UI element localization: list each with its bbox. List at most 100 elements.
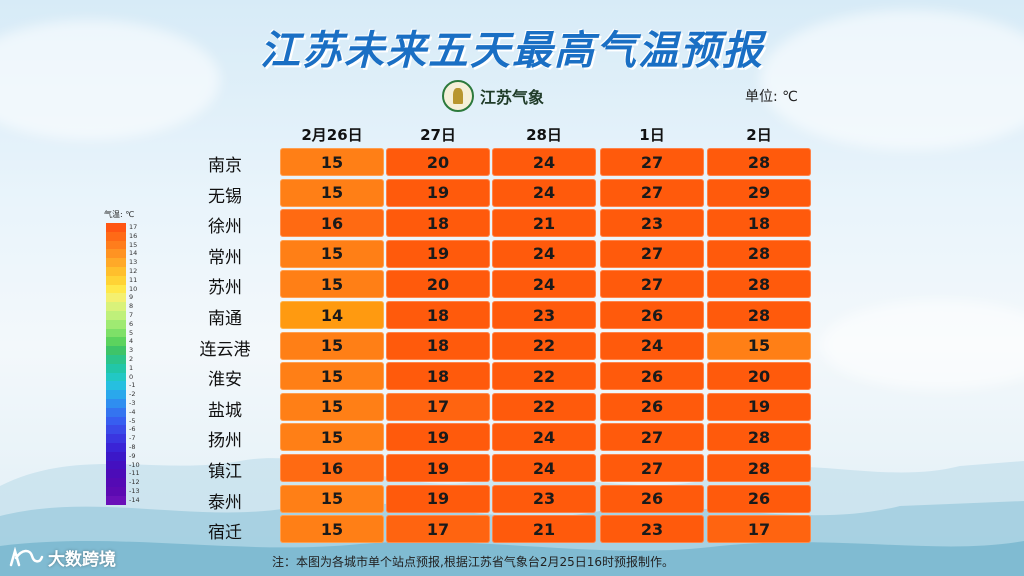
date-header: 1日: [639, 126, 665, 144]
legend-label: 17: [129, 223, 138, 231]
meteorology-emblem-icon: [442, 80, 474, 112]
city-name: 无锡: [208, 186, 242, 207]
legend-label: 5: [129, 328, 134, 337]
legend-label: 13: [129, 258, 138, 267]
legend-label: -12: [129, 478, 140, 487]
temperature-cell: 28: [707, 239, 811, 268]
legend-swatch: [106, 240, 126, 250]
logo-text: 江苏气象: [480, 88, 545, 107]
temperature-cell: 27: [600, 178, 704, 207]
temperature-cell: 26: [600, 362, 704, 391]
legend-swatch: [106, 293, 126, 303]
legend-label: 16: [129, 231, 138, 240]
temperature-cell: 24: [492, 148, 596, 176]
legend-swatch: [106, 460, 126, 470]
date-header: 2月26日: [301, 126, 363, 144]
temperature-cell: 15: [280, 484, 384, 513]
legend-swatch: [106, 223, 126, 232]
temperature-cell: 24: [492, 178, 596, 207]
legend-swatch: [106, 258, 126, 267]
temperature-cell: 24: [492, 239, 596, 268]
legend-label: 12: [129, 267, 138, 275]
temperature-cell: 28: [707, 454, 811, 482]
temperature-cell: 18: [386, 209, 490, 238]
temperature-cell: 28: [707, 301, 811, 329]
city-name: 淮安: [208, 370, 242, 391]
legend-label: -9: [129, 451, 136, 460]
legend-label: -3: [129, 399, 136, 407]
watermark-brand: 大数跨境: [8, 545, 116, 570]
temperature-cell: 19: [386, 423, 490, 452]
city-name: 苏州: [208, 278, 242, 299]
temperature-cell: 22: [492, 392, 596, 421]
legend-swatch: [106, 363, 126, 373]
legend-swatch: [106, 407, 126, 417]
temperature-cell: 17: [386, 515, 490, 544]
temperature-cell: 27: [600, 239, 704, 268]
temperature-cell: 19: [386, 454, 490, 482]
legend-swatch: [106, 337, 126, 347]
temperature-cell: 27: [600, 454, 704, 482]
temperature-cell: 15: [280, 362, 384, 391]
temperature-cell: 15: [280, 392, 384, 421]
legend-label: -13: [129, 487, 140, 495]
temperature-cell: 19: [386, 178, 490, 207]
temperature-cell: 28: [707, 270, 811, 299]
legend-swatch: [106, 267, 126, 276]
temperature-cell: 24: [492, 423, 596, 452]
legend-label: 0: [129, 372, 134, 381]
temperature-cell: 15: [280, 148, 384, 176]
legend-label: -6: [129, 425, 136, 434]
temperature-cell: 23: [492, 484, 596, 513]
legend-label: 10: [129, 284, 138, 293]
temperature-cell: 21: [492, 515, 596, 544]
temperature-cell: 23: [600, 515, 704, 544]
legend-swatch: [106, 487, 126, 496]
temperature-cell: 22: [492, 331, 596, 360]
city-name: 常州: [208, 247, 242, 268]
legend-label: -5: [129, 416, 136, 425]
legend-label: -11: [129, 469, 140, 478]
background-cloud: [820, 300, 1024, 390]
legend-swatch: [106, 381, 126, 391]
temperature-cell: 14: [280, 301, 384, 329]
temperature-cell: 15: [280, 515, 384, 544]
legend-swatch: [106, 346, 126, 355]
temperature-cell: 20: [386, 270, 490, 299]
brand-logo-icon: [9, 546, 44, 566]
temperature-cell: 28: [707, 148, 811, 176]
temperature-cell: 20: [707, 362, 811, 391]
temperature-cell: 15: [707, 331, 811, 360]
temperature-cell: 19: [386, 239, 490, 268]
temperature-cell: 27: [600, 423, 704, 452]
legend-swatch: [106, 284, 126, 294]
city-name: 南京: [208, 156, 242, 176]
legend-swatch: [106, 478, 126, 487]
legend-swatch: [106, 495, 126, 505]
temperature-cell: 29: [707, 178, 811, 207]
temperature-cell: 18: [707, 209, 811, 238]
legend-swatch: [106, 231, 126, 241]
legend-label: 14: [129, 249, 138, 258]
legend-label: 15: [129, 240, 138, 249]
legend-label: 7: [129, 311, 134, 319]
footnote: 注：本图为各城市单个站点预报,根据江苏省气象台2月25日16时预报制作。: [272, 555, 674, 569]
jiangsu-meteorology-logo: 江苏气象: [442, 80, 544, 112]
temperature-cell: 17: [707, 515, 811, 544]
temperature-cell: 19: [386, 484, 490, 513]
city-name: 镇江: [208, 462, 242, 482]
legend-swatch: [106, 249, 126, 259]
legend-swatch: [106, 319, 126, 329]
legend-label: 2: [129, 355, 134, 363]
temperature-cell: 19: [707, 392, 811, 421]
legend-label: -10: [129, 460, 140, 469]
temperature-cell: 26: [600, 484, 704, 513]
date-header: 27日: [420, 126, 456, 144]
temperature-cell: 16: [280, 209, 384, 238]
legend-label: 11: [129, 275, 138, 284]
temperature-cell: 26: [600, 301, 704, 329]
legend-label: -2: [129, 390, 136, 399]
temperature-cell: 27: [600, 148, 704, 176]
legend-swatch: [106, 425, 126, 435]
brand-name: 大数跨境: [48, 550, 116, 570]
